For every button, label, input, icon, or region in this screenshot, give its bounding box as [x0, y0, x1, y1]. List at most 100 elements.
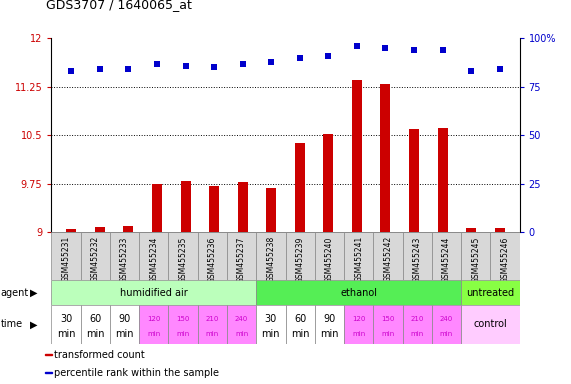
Text: min: min	[57, 329, 75, 339]
Text: GSM455232: GSM455232	[91, 236, 100, 282]
Bar	[168, 305, 198, 344]
Text: 30: 30	[265, 314, 277, 324]
Bar	[286, 232, 315, 280]
Bar	[352, 80, 362, 232]
Text: 240: 240	[235, 316, 248, 322]
Bar	[266, 189, 276, 232]
Bar	[256, 232, 286, 280]
Text: GSM455233: GSM455233	[120, 236, 129, 283]
Point	[352, 43, 361, 49]
Bar	[256, 280, 461, 305]
Text: min: min	[86, 329, 104, 339]
Bar	[198, 305, 227, 344]
Bar	[51, 280, 256, 305]
Text: GSM455235: GSM455235	[179, 236, 188, 283]
Text: GSM455246: GSM455246	[500, 236, 509, 283]
Text: min: min	[381, 331, 395, 337]
Text: humidified air: humidified air	[120, 288, 188, 298]
Point	[467, 68, 476, 74]
Point	[324, 53, 333, 59]
Point	[295, 55, 304, 61]
Bar	[461, 280, 520, 305]
Bar	[323, 134, 333, 232]
Bar	[152, 184, 162, 232]
Text: 120: 120	[147, 316, 160, 322]
Bar	[45, 354, 52, 356]
Text: min: min	[291, 329, 309, 339]
Text: min: min	[440, 331, 453, 337]
Text: 90: 90	[118, 314, 131, 324]
Bar	[123, 226, 134, 232]
Bar	[95, 227, 105, 232]
Bar	[110, 305, 139, 344]
Bar	[494, 228, 505, 232]
Text: min: min	[352, 331, 365, 337]
Bar	[344, 305, 373, 344]
Text: GSM455244: GSM455244	[442, 236, 451, 283]
Text: min: min	[320, 329, 339, 339]
Bar	[238, 182, 248, 232]
Bar	[180, 180, 191, 232]
Text: 210: 210	[411, 316, 424, 322]
Bar	[432, 305, 461, 344]
Bar	[45, 372, 52, 373]
Bar	[81, 305, 110, 344]
Bar	[437, 127, 448, 232]
Text: time: time	[1, 319, 23, 329]
Point	[409, 47, 419, 53]
Text: 240: 240	[440, 316, 453, 322]
Text: ▶: ▶	[30, 319, 37, 329]
Bar	[344, 232, 373, 280]
Point	[381, 45, 390, 51]
Bar	[295, 143, 305, 232]
Text: GSM455237: GSM455237	[237, 236, 246, 283]
Text: min: min	[147, 331, 160, 337]
Text: GSM455241: GSM455241	[354, 236, 363, 282]
Bar	[66, 229, 77, 232]
Text: GSM455236: GSM455236	[208, 236, 217, 283]
Point	[95, 66, 104, 73]
Bar	[81, 232, 110, 280]
Bar	[286, 305, 315, 344]
Text: transformed count: transformed count	[54, 350, 145, 360]
Text: 210: 210	[206, 316, 219, 322]
Text: GSM455238: GSM455238	[266, 236, 275, 282]
Text: min: min	[262, 329, 280, 339]
Text: min: min	[115, 329, 134, 339]
Bar	[51, 305, 81, 344]
Bar	[409, 129, 419, 232]
Text: GDS3707 / 1640065_at: GDS3707 / 1640065_at	[46, 0, 191, 12]
Point	[495, 66, 504, 73]
Bar	[373, 232, 403, 280]
Bar	[490, 232, 520, 280]
Bar	[315, 305, 344, 344]
Text: agent: agent	[1, 288, 29, 298]
Bar	[168, 232, 198, 280]
Bar	[198, 232, 227, 280]
Bar	[432, 232, 461, 280]
Bar	[227, 232, 256, 280]
Text: 90: 90	[323, 314, 336, 324]
Text: GSM455243: GSM455243	[413, 236, 422, 283]
Text: min: min	[411, 331, 424, 337]
Text: min: min	[206, 331, 219, 337]
Text: 30: 30	[60, 314, 72, 324]
Text: 120: 120	[352, 316, 365, 322]
Bar	[110, 232, 139, 280]
Text: percentile rank within the sample: percentile rank within the sample	[54, 368, 219, 378]
Point	[124, 66, 133, 73]
Bar	[209, 186, 219, 232]
Text: GSM455234: GSM455234	[149, 236, 158, 283]
Text: min: min	[235, 331, 248, 337]
Point	[152, 61, 162, 67]
Bar	[315, 232, 344, 280]
Text: GSM455240: GSM455240	[325, 236, 334, 283]
Bar	[227, 305, 256, 344]
Bar	[380, 84, 391, 232]
Text: GSM455242: GSM455242	[383, 236, 392, 282]
Point	[181, 63, 190, 69]
Point	[67, 68, 76, 74]
Text: 60: 60	[294, 314, 306, 324]
Text: ▶: ▶	[30, 288, 37, 298]
Point	[238, 61, 247, 67]
